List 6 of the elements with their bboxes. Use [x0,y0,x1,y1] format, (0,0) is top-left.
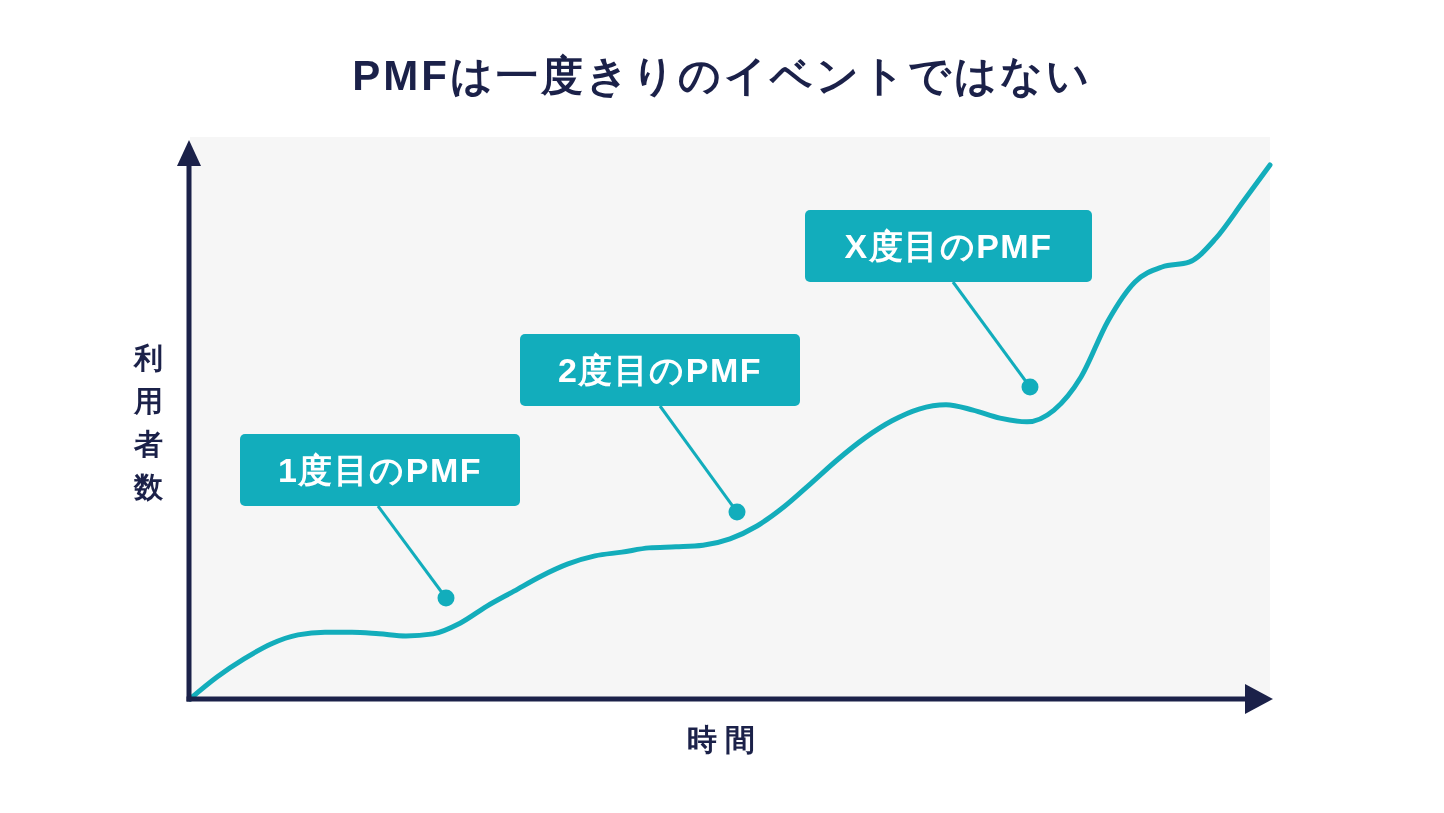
annotation: 2度目のPMF [557,351,763,390]
y-axis-title: 利用者数 [132,342,164,503]
annotation: 1度目のPMF [277,451,483,490]
x-axis-title: 時間 [687,723,763,756]
annotation: X度目のPMF [844,227,1053,266]
chart-title: PMFは一度きりのイベントではない [352,52,1092,99]
